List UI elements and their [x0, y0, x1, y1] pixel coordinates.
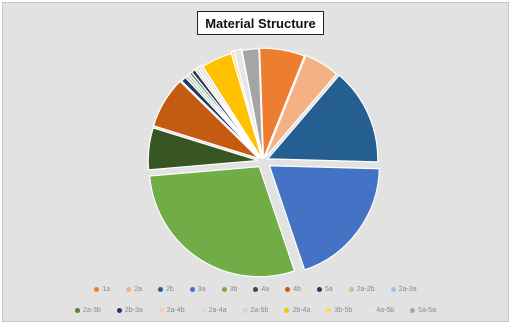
pie-slice-1a	[259, 47, 306, 159]
legend-label: 3a	[197, 286, 206, 293]
legend-label: 2a-4a	[208, 307, 227, 314]
legend-row: 2a-3b 2b-3a 2a-4b 2a-4a 2a-5b 2b-4a 3b-5b 4a-5b…	[3, 307, 508, 314]
legend-label: 2b-3a	[124, 307, 143, 314]
pie-slice-2a	[264, 54, 338, 158]
pie-slice-3a	[268, 165, 381, 271]
legend-swatch	[200, 308, 206, 313]
legend-swatch	[221, 287, 227, 292]
legend-label: 5a	[324, 286, 333, 293]
legend-swatch	[189, 287, 195, 292]
legend-item-5a-5a: 5a-5a	[410, 307, 436, 314]
legend-swatch	[285, 287, 291, 292]
legend-item-2a-3b: 2a-3b	[74, 307, 101, 314]
legend-swatch	[284, 308, 290, 313]
chart-title: Material Structure	[197, 11, 324, 35]
legend-swatch	[390, 287, 396, 292]
legend-label: 2a	[134, 286, 142, 293]
legend-row: 1a 2a 2b 3a 3b 4a 4b 5a 2a-2b 2a-3a	[3, 286, 508, 293]
legend-item-2a-4b: 2a-4b	[158, 307, 185, 314]
pie-chart	[147, 47, 381, 278]
legend-label: 4a-5b	[376, 307, 395, 314]
legend-item-2a: 2a	[126, 286, 142, 293]
legend-label: 2a-3a	[398, 286, 417, 293]
legend-item-4a: 4a	[253, 286, 269, 293]
legend-label: 1a	[102, 286, 111, 293]
legend-item-2b-3a: 2b-3a	[116, 307, 143, 314]
legend-item-2a-4a: 2a-4a	[200, 307, 227, 314]
legend-swatch	[253, 287, 259, 292]
legend-label: 3b	[229, 286, 238, 293]
legend-item-2a-3a: 2a-3a	[390, 286, 417, 293]
pie-slice-2a-5b	[198, 64, 262, 158]
legend-label: 2a-2b	[356, 286, 375, 293]
legend-label: 4a	[261, 286, 270, 293]
legend-label: 2b	[166, 286, 174, 293]
legend-label: 2a-4b	[166, 307, 185, 314]
legend-item-3b-5b: 3b-5b	[326, 307, 352, 314]
legend-label: 5a-5a	[418, 307, 437, 314]
legend-swatch	[242, 308, 248, 313]
legend-item-2b: 2b	[158, 286, 174, 293]
legend-swatch	[368, 308, 374, 313]
legend-swatch	[74, 308, 80, 313]
legend-swatch	[126, 287, 132, 292]
legend-item-2a-2b: 2a-2b	[348, 286, 375, 293]
legend-swatch	[158, 287, 163, 292]
legend-label: 3b-5b	[334, 307, 353, 314]
legend-label: 2b-4a	[292, 307, 311, 314]
legend-item-2b-4a: 2b-4a	[284, 307, 310, 314]
legend-label: 2a-5b	[250, 307, 269, 314]
legend-item-2a-5b: 2a-5b	[242, 307, 269, 314]
legend-swatch	[116, 308, 122, 313]
pie-slice-2b	[266, 74, 379, 163]
legend-item-3a: 3a	[189, 286, 206, 293]
legend-item-4a-5b: 4a-5b	[368, 307, 394, 314]
legend-label: 4b	[293, 286, 301, 293]
legend-swatch	[158, 308, 164, 313]
legend-swatch	[326, 308, 332, 313]
legend-swatch	[94, 287, 100, 292]
legend-item-4b: 4b	[285, 286, 301, 293]
pie-slice-5a-5a	[241, 48, 264, 159]
legend-label: 2a-3b	[82, 307, 101, 314]
legend-swatch	[348, 287, 354, 292]
pie-slice-4a	[147, 127, 259, 171]
legend-item-1a: 1a	[94, 286, 110, 293]
pie-slice-4a-5b	[233, 48, 263, 158]
legend-swatch	[410, 308, 416, 313]
legend-item-5a: 5a	[316, 286, 333, 293]
pie-slice-3b	[149, 166, 296, 278]
pie-slice-4b	[152, 80, 259, 159]
legend-item-3b: 3b	[221, 286, 238, 293]
legend-swatch	[316, 287, 322, 292]
